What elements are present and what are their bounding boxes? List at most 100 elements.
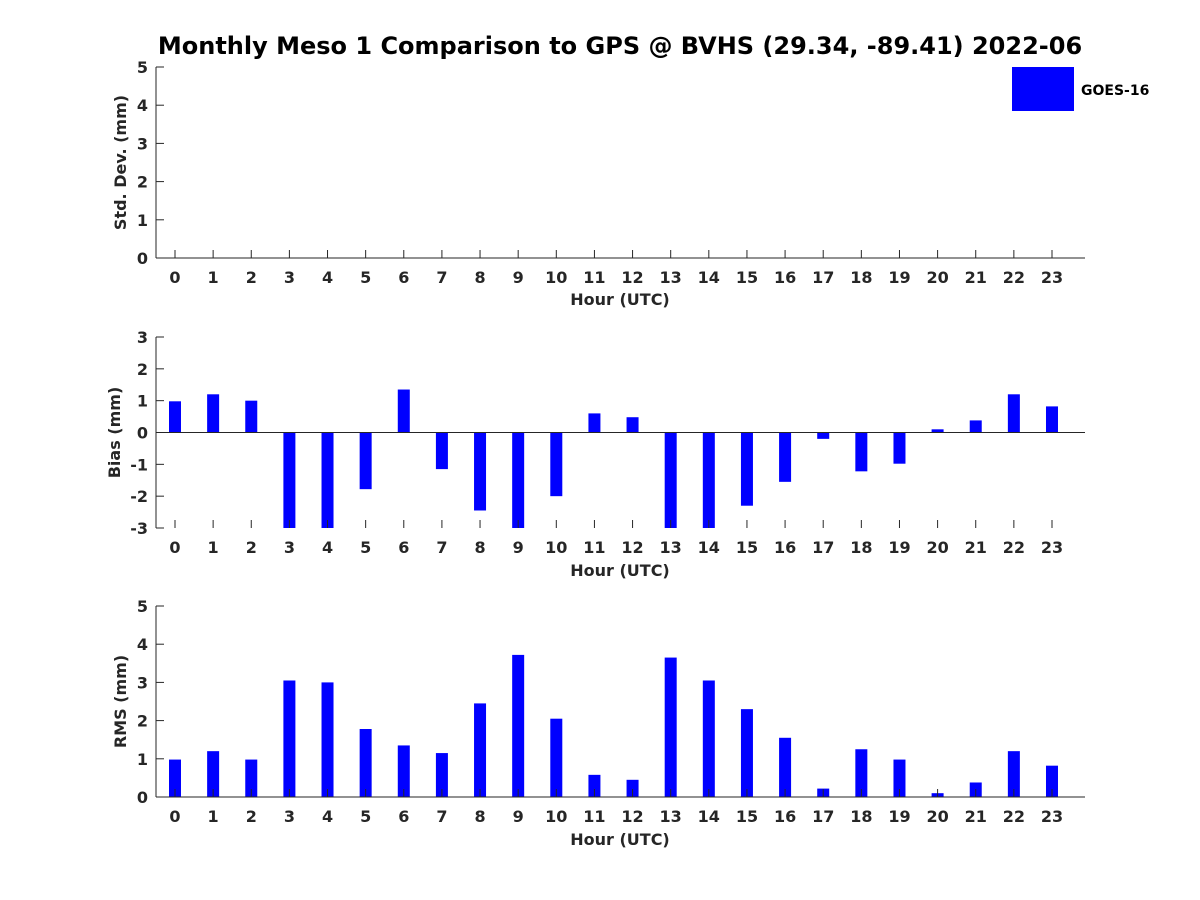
x-tick-label: 7 bbox=[436, 538, 447, 557]
x-tick-label: 17 bbox=[812, 538, 834, 557]
x-tick-label: 16 bbox=[774, 807, 796, 826]
x-tick-label: 13 bbox=[660, 538, 682, 557]
y-tick-label: -1 bbox=[130, 455, 148, 474]
x-tick-label: 0 bbox=[169, 538, 180, 557]
x-tick-label: 0 bbox=[169, 807, 180, 826]
x-tick-label: 21 bbox=[965, 538, 987, 557]
x-tick-label: 3 bbox=[284, 268, 295, 287]
bar-hour-22 bbox=[1007, 394, 1020, 433]
x-tick-label: 3 bbox=[284, 807, 295, 826]
x-tick-label: 15 bbox=[736, 807, 758, 826]
bar-hour-11 bbox=[588, 413, 601, 433]
x-axis-label: Hour (UTC) bbox=[570, 561, 670, 580]
bar-hour-23 bbox=[1045, 765, 1058, 797]
x-tick-label: 4 bbox=[322, 268, 333, 287]
bar-hour-14 bbox=[702, 432, 715, 528]
x-tick-label: 13 bbox=[660, 268, 682, 287]
bar-hour-15 bbox=[740, 709, 753, 797]
x-tick-label: 14 bbox=[698, 268, 720, 287]
y-tick-label: 1 bbox=[137, 211, 148, 230]
bar-hour-19 bbox=[893, 432, 906, 464]
x-tick-label: 21 bbox=[965, 268, 987, 287]
y-tick-label: 3 bbox=[137, 328, 148, 347]
x-tick-label: 1 bbox=[208, 807, 219, 826]
x-tick-label: 14 bbox=[698, 807, 720, 826]
y-tick-label: 1 bbox=[137, 392, 148, 411]
y-tick-label: 3 bbox=[137, 134, 148, 153]
x-tick-label: 6 bbox=[398, 268, 409, 287]
x-tick-label: 22 bbox=[1003, 538, 1025, 557]
bar-hour-11 bbox=[588, 774, 601, 797]
x-tick-label: 18 bbox=[850, 268, 872, 287]
bar-hour-8 bbox=[474, 703, 487, 797]
x-tick-label: 22 bbox=[1003, 807, 1025, 826]
x-tick-label: 6 bbox=[398, 807, 409, 826]
legend-label: GOES-16 bbox=[1081, 83, 1149, 99]
x-axis-label: Hour (UTC) bbox=[570, 290, 670, 309]
x-tick-label: 23 bbox=[1041, 807, 1063, 826]
bar-hour-23 bbox=[1045, 406, 1058, 433]
y-axis-label: Bias (mm) bbox=[105, 387, 124, 479]
x-tick-label: 14 bbox=[698, 538, 720, 557]
x-tick-label: 11 bbox=[583, 538, 605, 557]
bar-hour-5 bbox=[359, 729, 372, 797]
bar-hour-9 bbox=[512, 432, 525, 528]
bar-hour-12 bbox=[626, 417, 639, 433]
bar-hour-19 bbox=[893, 759, 906, 797]
x-tick-label: 8 bbox=[474, 807, 485, 826]
bar-hour-0 bbox=[169, 401, 181, 433]
y-tick-label: 4 bbox=[137, 635, 148, 654]
bar-hour-5 bbox=[359, 432, 372, 490]
x-tick-label: 16 bbox=[774, 538, 796, 557]
x-tick-label: 19 bbox=[888, 268, 910, 287]
bar-hour-1 bbox=[207, 394, 220, 433]
bar-hour-18 bbox=[855, 432, 868, 472]
bar-hour-7 bbox=[435, 432, 448, 470]
x-tick-label: 21 bbox=[965, 807, 987, 826]
x-tick-label: 7 bbox=[436, 807, 447, 826]
legend-swatch bbox=[1012, 67, 1074, 111]
x-tick-label: 12 bbox=[621, 538, 643, 557]
x-tick-label: 6 bbox=[398, 538, 409, 557]
x-tick-label: 12 bbox=[621, 807, 643, 826]
bar-hour-16 bbox=[779, 432, 792, 482]
y-tick-label: 2 bbox=[137, 173, 148, 192]
x-tick-label: 9 bbox=[513, 268, 524, 287]
x-tick-label: 4 bbox=[322, 807, 333, 826]
y-tick-label: 0 bbox=[137, 249, 148, 268]
bar-hour-9 bbox=[512, 654, 525, 797]
x-tick-label: 5 bbox=[360, 268, 371, 287]
x-tick-label: 1 bbox=[208, 268, 219, 287]
bar-hour-18 bbox=[855, 749, 868, 797]
x-tick-label: 2 bbox=[246, 538, 257, 557]
bar-hour-3 bbox=[283, 680, 296, 797]
y-tick-label: 2 bbox=[137, 360, 148, 379]
x-tick-label: 19 bbox=[888, 807, 910, 826]
x-tick-label: 22 bbox=[1003, 268, 1025, 287]
x-tick-label: 11 bbox=[583, 807, 605, 826]
bar-hour-1 bbox=[207, 751, 220, 797]
bar-hour-12 bbox=[626, 779, 639, 797]
y-axis-label: Std. Dev. (mm) bbox=[111, 95, 130, 230]
y-tick-label: 4 bbox=[137, 96, 148, 115]
bar-hour-16 bbox=[779, 737, 792, 797]
bar-hour-22 bbox=[1007, 751, 1020, 797]
y-tick-label: 3 bbox=[137, 673, 148, 692]
x-tick-label: 18 bbox=[850, 538, 872, 557]
x-tick-label: 4 bbox=[322, 538, 333, 557]
x-tick-label: 17 bbox=[812, 268, 834, 287]
x-tick-label: 15 bbox=[736, 538, 758, 557]
x-axis-label: Hour (UTC) bbox=[570, 830, 670, 849]
y-tick-label: 0 bbox=[137, 788, 148, 807]
x-tick-label: 13 bbox=[660, 807, 682, 826]
y-tick-label: 0 bbox=[137, 424, 148, 443]
bar-hour-6 bbox=[397, 389, 410, 433]
bar-hour-10 bbox=[550, 432, 563, 497]
x-tick-label: 18 bbox=[850, 807, 872, 826]
y-tick-label: 1 bbox=[137, 750, 148, 769]
y-tick-label: -2 bbox=[130, 487, 148, 506]
